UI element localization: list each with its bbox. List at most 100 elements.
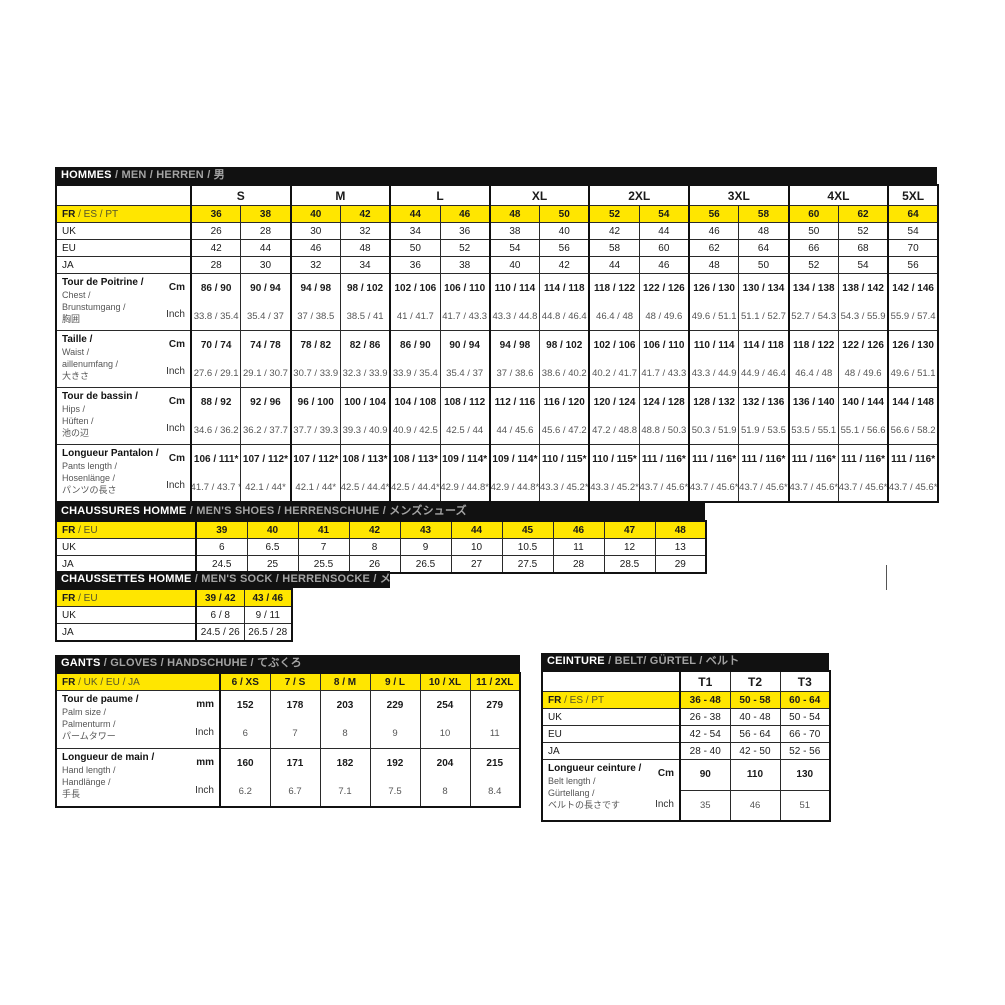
value-cell: 36 <box>439 222 491 240</box>
value-cell: 28 <box>240 222 292 240</box>
size-cell: 40 <box>246 520 299 539</box>
size-group-m: M <box>289 184 391 206</box>
measurement-cell: 74 / 78 29.1 / 30.7 <box>240 330 292 388</box>
measurement-label: Tour de Poitrine / Chest / Brunstumgang / 胸… <box>55 273 192 331</box>
measurement-cell: 90 / 94 35.4 / 37 <box>439 330 491 388</box>
value-cell: 40 - 48 <box>729 708 781 726</box>
value-cell: 48 <box>339 239 391 257</box>
size-cell: 50 - 58 <box>729 691 781 709</box>
measurement-cell: 82 / 86 32.3 / 33.9 <box>339 330 391 388</box>
measurement-cell: 229 9 <box>369 690 421 749</box>
value-cell: 27 <box>450 555 503 574</box>
unit-top: mm <box>196 699 214 710</box>
size-group-2xl: 2XL <box>588 184 690 206</box>
value-cell: 34 <box>339 256 391 274</box>
size-cell: 60 <box>787 205 839 223</box>
value-cell: 36 <box>389 256 441 274</box>
size-group-s: S <box>190 184 292 206</box>
socks-table-title: CHAUSSETTES HOMME <box>61 573 192 585</box>
measurement-cell: 182 7.1 <box>319 748 371 808</box>
value-cell: 10.5 <box>501 538 554 556</box>
fr-row-label: FR / UK / EU / JA <box>55 672 221 691</box>
value-cell: 24.5 / 26 <box>195 623 245 642</box>
measurement-cell: 254 10 <box>419 690 471 749</box>
value-cell: 46 <box>638 256 690 274</box>
fr-row-label: FR / EU <box>55 520 197 539</box>
row-label: EU <box>55 239 192 257</box>
value-cell: 12 <box>603 538 656 556</box>
value-cell: 26 <box>190 222 242 240</box>
size-cell: 38 <box>240 205 292 223</box>
measurement-cell: 111 / 116* 43.7 / 45.6* <box>638 444 690 503</box>
shoes-table-header: CHAUSSURES HOMME / MEN'S SHOES / HERRENS… <box>55 503 705 520</box>
value-cell: 11 <box>552 538 605 556</box>
measurement-cell: 109 / 114* 42.9 / 44.8* <box>439 444 491 503</box>
measurement-cell: 94 / 98 37 / 38.6 <box>488 330 541 388</box>
value-cell: 50 <box>389 239 441 257</box>
value-cell: 48 <box>688 256 740 274</box>
measurement-cell: 126 / 130 49.6 / 51.1 <box>688 273 740 331</box>
size-cell: 10 / XL <box>419 672 471 691</box>
row-label: JA <box>55 623 197 642</box>
size-cell: 7 / S <box>269 672 321 691</box>
fr-row-label: FR / EU <box>55 588 197 607</box>
men-table-title: HOMMES <box>61 169 112 181</box>
measurement-cell: 108 / 113* 42.5 / 44.4* <box>389 444 441 503</box>
size-group-5xl: 5XL <box>887 184 939 206</box>
measurement-cell: 142 / 146 55.9 / 57.4 <box>887 273 939 331</box>
unit-bottom: Inch <box>195 727 214 738</box>
value-cell: 62 <box>688 239 740 257</box>
value-cell: 30 <box>289 222 341 240</box>
value-cell: 42 <box>588 222 640 240</box>
value-cell: 38 <box>439 256 491 274</box>
measurement-cell: 106 / 110 41.7 / 43.3 <box>638 330 690 388</box>
row-label: JA <box>541 742 681 760</box>
measurement-cell: 215 8.4 <box>469 748 521 808</box>
value-cell: 56 <box>887 256 939 274</box>
measurement-cell: 134 / 138 52.7 / 54.3 <box>787 273 839 331</box>
measurement-label: Tour de paume / Palm size / Palmenturm / パー… <box>55 690 221 749</box>
value-cell: 44 <box>588 256 640 274</box>
measurement-cell: 70 / 74 27.6 / 29.1 <box>190 330 242 388</box>
measurement-cell: 192 7.5 <box>369 748 421 808</box>
size-cell: 46 <box>439 205 491 223</box>
belt-table-header: CEINTURE / BELT/ GÜRTEL / ベルト <box>541 653 829 670</box>
measurement-cell: 126 / 130 49.6 / 51.1 <box>887 330 939 388</box>
value-cell: 54 <box>488 239 541 257</box>
unit-top: Cm <box>168 282 185 293</box>
value-cell: 6 / 8 <box>195 606 245 624</box>
measurement-cell: 136 / 140 53.5 / 55.1 <box>787 387 839 445</box>
value-cell: 42 <box>539 256 590 274</box>
size-cell: 44 <box>389 205 441 223</box>
measurement-cell: 110 46 <box>729 759 781 822</box>
size-cell: 62 <box>837 205 889 223</box>
measurement-cell: 78 / 82 30.7 / 33.9 <box>289 330 341 388</box>
size-cell: 11 / 2XL <box>469 672 521 691</box>
socks-table-subtitle: / MEN'S SOCK / HERRENSOCKE / メンズソックス <box>194 573 390 585</box>
value-cell: 30 <box>240 256 292 274</box>
mens-socks-table: CHAUSSETTES HOMME / MEN'S SOCK / HERRENS… <box>55 571 390 642</box>
size-cell: 39 <box>195 520 248 539</box>
value-cell: 50 - 54 <box>779 708 831 726</box>
measurement-label: Longueur ceinture / Belt length / Gürtella… <box>541 759 681 822</box>
size-cell: 48 <box>654 520 707 539</box>
unit-bottom: Inch <box>195 785 214 796</box>
gloves-table-title: GANTS <box>61 657 101 669</box>
belt-size-t2: T2 <box>729 670 781 692</box>
value-cell: 9 <box>399 538 452 556</box>
measurement-cell: 90 / 94 35.4 / 37 <box>240 273 292 331</box>
measurement-cell: 98 / 102 38.6 / 40.2 <box>539 330 590 388</box>
size-cell: 39 / 42 <box>195 588 245 607</box>
unit-bottom: Inch <box>166 309 185 320</box>
unit-top: mm <box>196 757 214 768</box>
value-cell: 42 - 54 <box>679 725 731 743</box>
measurement-cell: 118 / 122 46.4 / 48 <box>588 273 640 331</box>
shoes-table-grid: FR / EU 39 40 41 42 43 44 45 46 47 48 UK 6 6.5 7 8 9 10 10… <box>55 520 707 574</box>
measurement-cell: 171 6.7 <box>269 748 321 808</box>
value-cell: 26 - 38 <box>679 708 731 726</box>
value-cell: 26.5 <box>399 555 452 574</box>
size-cell: 56 <box>688 205 740 223</box>
measurement-cell: 107 / 112* 42.1 / 44* <box>240 444 292 503</box>
